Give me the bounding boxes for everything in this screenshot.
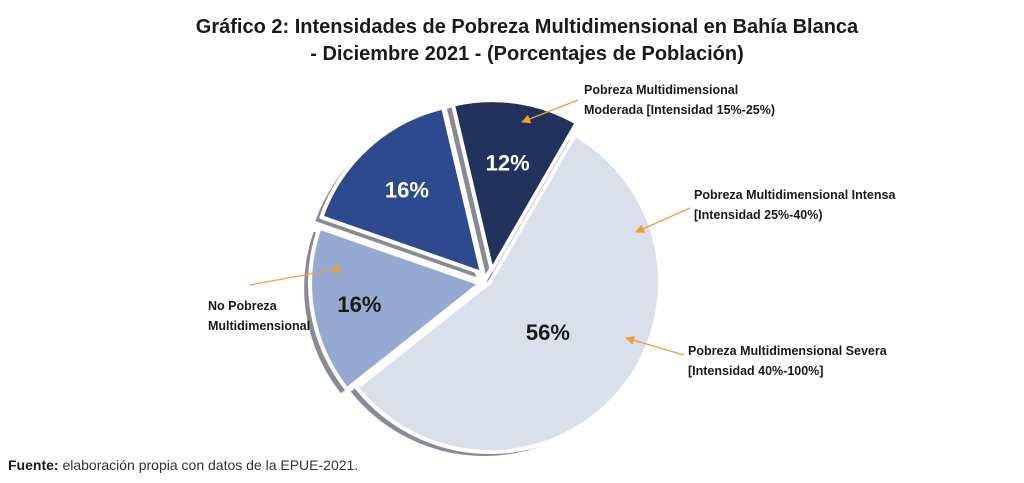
slice-value-label-2: 16% <box>385 178 429 203</box>
chart-title-line-1: Gráfico 2: Intensidades de Pobreza Multi… <box>195 16 859 38</box>
slice-category-label-1: Pobreza Multidimensional Moderada [Intens… <box>584 83 775 117</box>
slice-category-label-3: Pobreza Multidimensional Severa [Intensid… <box>688 344 888 378</box>
chart-title: Gráfico 2: Intensidades de Pobreza Multi… <box>0 14 1024 68</box>
leader-lines <box>249 99 691 356</box>
pie-slice-1 <box>308 225 483 392</box>
slice-category-label-2: Pobreza Multidimensional Intensa [Intensi… <box>694 188 896 222</box>
source-label: Fuente: <box>8 457 59 473</box>
pie-slice-3 <box>450 98 579 273</box>
slice-value-label-0: 56% <box>526 320 570 345</box>
source-text: elaboración propia con datos de la EPUE-… <box>58 457 359 473</box>
leader-line-3 <box>625 335 685 356</box>
pie-slice-2 <box>319 105 484 276</box>
pie-slice-0 <box>354 132 662 454</box>
slice-category-label-0: No Pobreza Multidimensional <box>208 299 310 333</box>
leader-line-2 <box>635 207 691 233</box>
leader-line-0 <box>249 265 343 286</box>
slice-value-label-1: 16% <box>337 292 381 317</box>
slice-value-label-3: 12% <box>486 150 530 175</box>
source-note: Fuente: elaboración propia con datos de … <box>8 457 358 473</box>
leader-line-1 <box>521 99 579 124</box>
pie-slices <box>304 98 662 456</box>
chart-title-line-2: - Diciembre 2021 - (Porcentajes de Pobla… <box>310 43 744 65</box>
slice-labels: 56% 16% 16% 12% No Pobreza Multidimensional Po… <box>208 83 896 378</box>
